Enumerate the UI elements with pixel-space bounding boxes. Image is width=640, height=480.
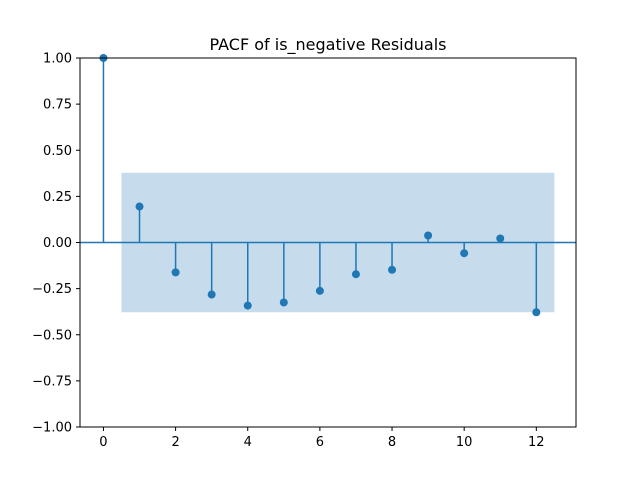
x-tick-label: 10 xyxy=(456,435,473,450)
stem-marker-lag-7 xyxy=(351,270,360,279)
stem-marker-lag-5 xyxy=(279,298,288,307)
x-tick-label: 0 xyxy=(99,435,107,450)
y-tick-label: −0.25 xyxy=(32,282,72,297)
x-tick-label: 2 xyxy=(171,435,179,450)
x-tick-label: 12 xyxy=(528,435,545,450)
y-tick-label: −0.50 xyxy=(32,328,72,343)
stem-marker-lag-10 xyxy=(460,249,469,258)
y-tick-label: 0.25 xyxy=(43,190,72,205)
y-tick-label: −1.00 xyxy=(32,421,72,436)
chart-title: PACF of is_negative Residuals xyxy=(209,35,446,55)
stem-marker-lag-11 xyxy=(496,234,505,243)
y-tick-label: −0.75 xyxy=(32,374,72,389)
y-tick-label: 1.00 xyxy=(43,52,72,67)
x-tick-label: 6 xyxy=(316,435,324,450)
stem-marker-lag-1 xyxy=(135,202,144,211)
axes-layer: 0 2 4 6 8 10 12 −1.00 −0.75 −0.50 −0.25 0.00 0.25 0.5… xyxy=(32,52,577,450)
x-tick-label: 4 xyxy=(244,435,252,450)
y-tick-label: 0.50 xyxy=(43,144,72,159)
stem-marker-lag-12 xyxy=(532,308,541,317)
stem-marker-lag-9 xyxy=(424,231,433,240)
stem-marker-lag-8 xyxy=(388,265,397,274)
x-tick-label: 8 xyxy=(388,435,396,450)
stem-marker-lag-2 xyxy=(171,268,180,277)
y-tick-label: 0.00 xyxy=(43,236,72,251)
stem-marker-lag-3 xyxy=(207,290,216,299)
stem-marker-lag-6 xyxy=(315,286,324,295)
y-tick-label: 0.75 xyxy=(43,98,72,113)
stem-marker-lag-4 xyxy=(243,301,252,310)
